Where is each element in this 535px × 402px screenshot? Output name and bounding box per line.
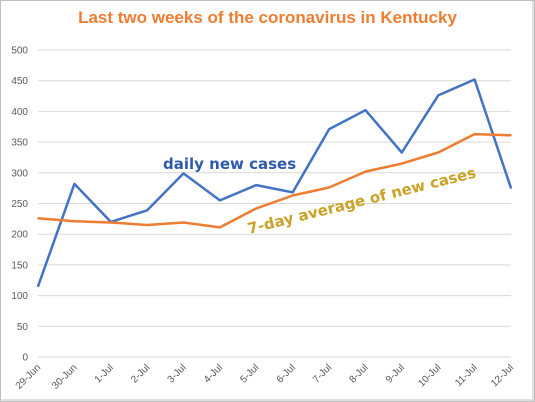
x-tick-label: 12-Jul [489, 362, 516, 389]
data-point [146, 209, 148, 212]
y-tick-label: 500 [11, 46, 28, 57]
data-point [182, 221, 185, 224]
y-tick-label: 300 [11, 168, 28, 179]
x-tick-label: 1-Jul [93, 362, 116, 385]
data-point [182, 172, 185, 175]
chart-title: Last two weeks of the coronavirus in Ken… [78, 8, 457, 27]
data-point [219, 226, 221, 229]
y-tick-label: 250 [11, 199, 28, 210]
data-point [510, 187, 512, 189]
data-point [146, 224, 148, 226]
data-point [401, 162, 403, 165]
annotation-daily-new-cases: daily new cases [163, 155, 296, 173]
data-point [328, 128, 330, 131]
x-tick-label: 29-Jun [14, 362, 43, 391]
x-tick-label: 30-Jun [50, 362, 79, 391]
x-tick-label: 4-Jul [202, 362, 225, 385]
data-point [328, 186, 330, 189]
data-point [473, 133, 476, 135]
data-point [37, 217, 39, 220]
data-point [291, 191, 294, 194]
series-line-7-day-average [37, 132, 512, 229]
series-line-daily-new-cases [36, 78, 513, 287]
data-point [291, 194, 294, 197]
data-point [109, 221, 112, 224]
y-tick-label: 150 [11, 260, 28, 271]
data-point [364, 170, 367, 173]
data-point [437, 151, 440, 154]
x-tick-label: 7-Jul [311, 362, 334, 385]
y-tick-label: 350 [11, 138, 28, 149]
y-tick-label: 0 [22, 353, 28, 364]
x-tick-label: 11-Jul [453, 362, 480, 389]
x-tick-label: 10-Jul [416, 362, 443, 389]
x-tick-label: 5-Jul [238, 362, 261, 385]
data-point [37, 285, 39, 288]
x-tick-label: 3-Jul [166, 362, 189, 385]
data-point [364, 109, 367, 111]
y-tick-label: 50 [17, 322, 29, 333]
data-point [401, 151, 403, 154]
data-point [473, 78, 476, 81]
y-tick-label: 200 [11, 230, 28, 241]
y-tick-label: 450 [11, 76, 28, 87]
y-tick-label: 100 [11, 291, 28, 302]
data-point [437, 94, 440, 97]
x-tick-label: 8-Jul [347, 362, 370, 385]
y-tick-label: 400 [11, 107, 28, 118]
data-point [73, 220, 76, 223]
x-tick-label: 9-Jul [384, 362, 407, 385]
data-point [73, 183, 76, 185]
data-point [255, 207, 258, 210]
x-tick-label: 6-Jul [275, 362, 298, 385]
data-point [510, 134, 512, 137]
data-point [255, 184, 258, 186]
x-tick-label: 2-Jul [129, 362, 152, 385]
data-point [219, 199, 221, 202]
